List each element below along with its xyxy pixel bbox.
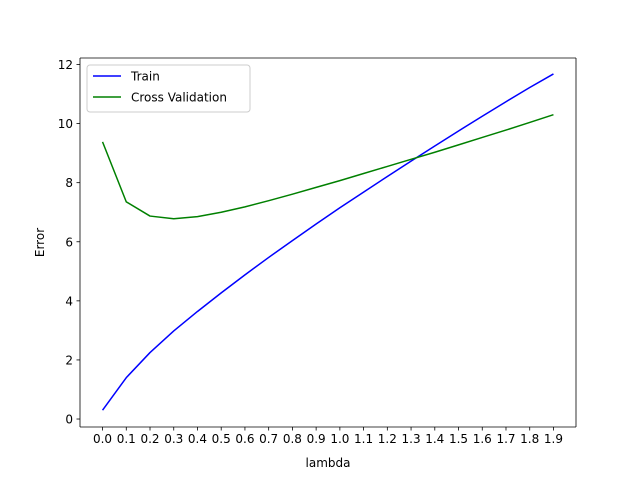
- y-tick-label: 4: [65, 294, 73, 308]
- y-tick-label: 6: [65, 235, 73, 249]
- y-tick-label: 0: [65, 413, 73, 427]
- y-axis-ticks: 0 2 4 6 8 10 12: [58, 58, 80, 427]
- x-axis-label: lambda: [306, 456, 351, 470]
- x-tick-label: 0.3: [164, 432, 183, 446]
- legend-frame: [86, 64, 251, 113]
- x-tick-label: 0.7: [259, 432, 278, 446]
- y-axis-label: Error: [33, 228, 47, 257]
- x-tick-label: 1.2: [378, 432, 397, 446]
- x-tick-label: 1.7: [496, 432, 515, 446]
- series-layer: [101, 73, 554, 411]
- x-tick-label: 0.5: [212, 432, 231, 446]
- x-tick-label: 1.8: [520, 432, 539, 446]
- legend: Train Cross Validation: [86, 64, 251, 113]
- x-tick-label: 0.0: [93, 432, 112, 446]
- plot-area: [80, 58, 576, 427]
- legend-label-cross-validation: Cross Validation: [131, 91, 227, 105]
- y-tick-label: 12: [58, 58, 73, 72]
- y-tick-label: 10: [58, 117, 73, 131]
- x-tick-label: 1.6: [473, 432, 492, 446]
- x-axis-ticks: 0.0 0.1 0.2 0.3 0.4 0.5 0.6 0.7 0.8 0.9 1.0 1.1 1.2 1…: [93, 427, 563, 446]
- x-tick-label: 0.4: [188, 432, 207, 446]
- series-line-cross-validation: [101, 114, 554, 220]
- y-tick-label: 8: [65, 176, 73, 190]
- x-tick-label: 1.5: [449, 432, 468, 446]
- x-tick-label: 0.8: [283, 432, 302, 446]
- x-tick-label: 0.2: [140, 432, 159, 446]
- x-tick-label: 1.4: [425, 432, 444, 446]
- x-tick-label: 0.6: [235, 432, 254, 446]
- series-line-train: [101, 73, 554, 411]
- x-tick-label: 1.1: [354, 432, 373, 446]
- legend-label-train: Train: [130, 70, 160, 84]
- x-tick-label: 0.9: [307, 432, 326, 446]
- plot-frame: [80, 58, 576, 427]
- x-tick-label: 1.9: [544, 432, 563, 446]
- x-tick-label: 0.1: [117, 432, 136, 446]
- x-tick-label: 1.0: [330, 432, 349, 446]
- axes-layer: [79, 57, 577, 428]
- x-tick-label: 1.3: [402, 432, 421, 446]
- y-tick-label: 2: [65, 353, 73, 367]
